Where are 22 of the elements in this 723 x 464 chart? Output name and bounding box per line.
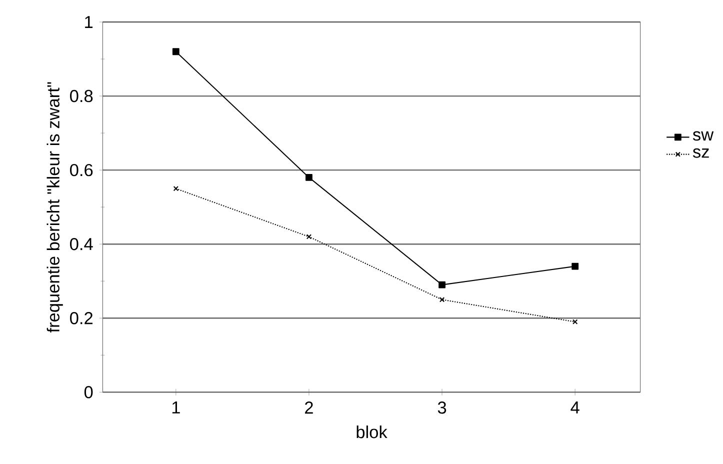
point <box>172 48 180 55</box>
point <box>306 234 312 240</box>
x-tick-label: 1 <box>172 401 180 414</box>
point <box>306 174 312 181</box>
y-tick-label: 1 <box>85 16 93 28</box>
point <box>173 186 179 192</box>
y-tick-label: 0.8 <box>70 90 93 102</box>
x-tick-label: 4 <box>570 401 580 414</box>
y-tick-label: 0.6 <box>70 164 93 176</box>
y-tick-label: 0.4 <box>70 238 93 250</box>
point <box>572 319 578 324</box>
point <box>572 262 579 270</box>
x-axis-title: blok <box>356 425 388 438</box>
y-axis-title: frequentie bericht "kleur is zwart" <box>46 82 63 332</box>
x-tick-label: 3 <box>438 401 446 414</box>
x-tick-label: 2 <box>305 401 313 414</box>
legend-label: sw <box>692 131 714 141</box>
point <box>438 281 446 288</box>
y-tick-label: 0 <box>84 386 93 398</box>
y-tick-label: 0.2 <box>70 312 92 324</box>
point <box>439 296 445 302</box>
legend-label: sz <box>692 148 709 158</box>
